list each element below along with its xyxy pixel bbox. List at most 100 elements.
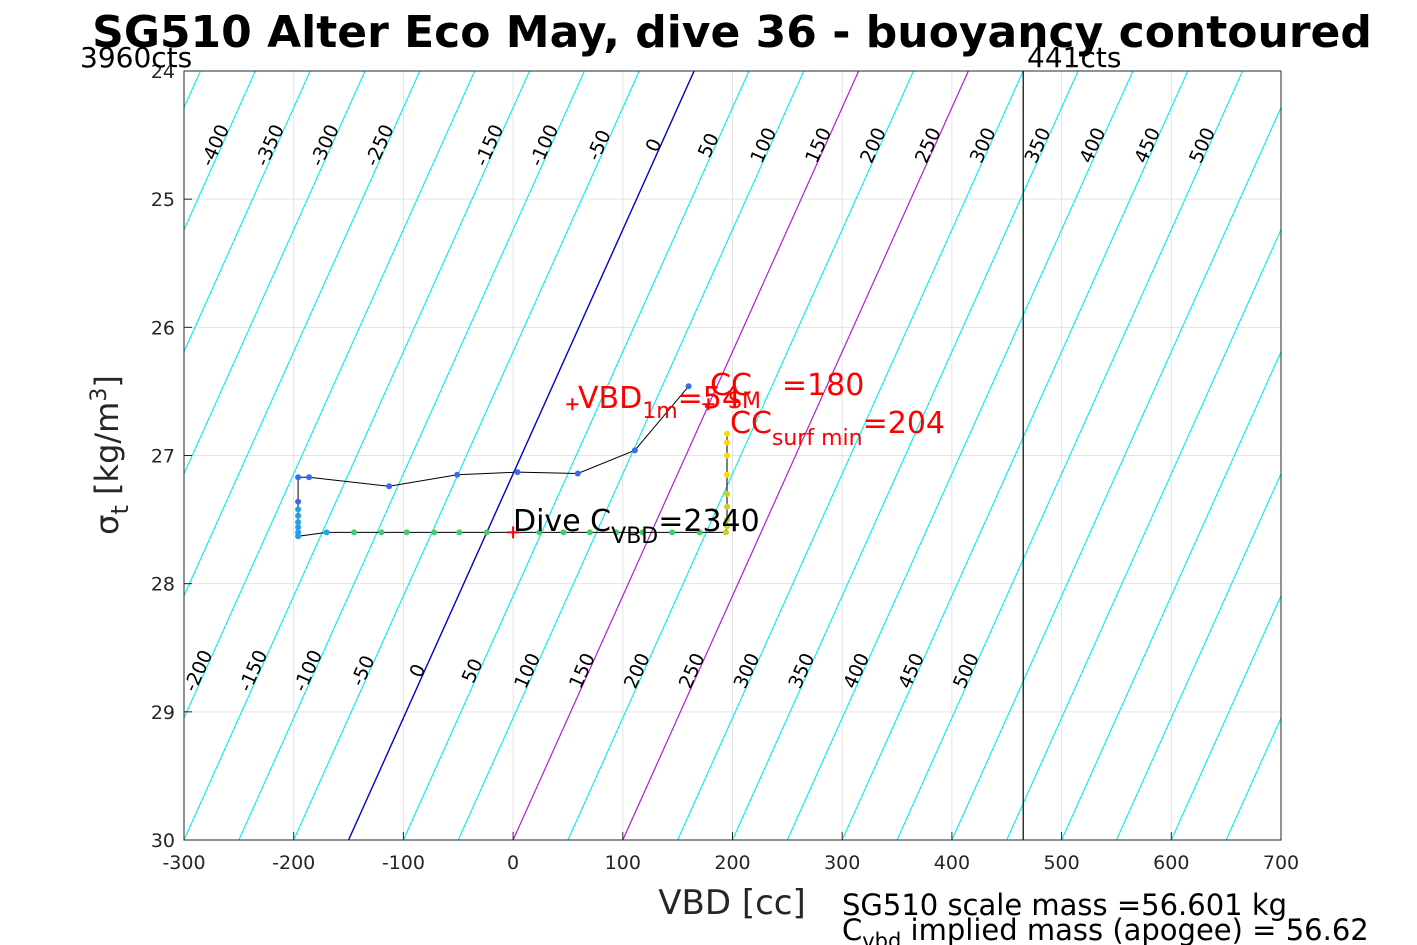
x-tick-label: 300 <box>824 852 860 874</box>
x-tick-label: 400 <box>934 852 970 874</box>
data-point <box>386 483 393 490</box>
x-tick-label: -300 <box>162 852 205 874</box>
counts-min-label: 3960cts <box>80 41 192 74</box>
dive-cvbd-annotation: Dive CVBD=2340 <box>513 504 760 549</box>
chart-title: SG510 Alter Eco May, dive 36 - buoyancy … <box>92 7 1372 58</box>
data-point <box>639 529 646 536</box>
contour-line <box>896 71 1244 840</box>
data-point <box>295 524 302 531</box>
vbd-1m-sub: 1m <box>642 399 677 424</box>
vbd-marker <box>566 398 579 411</box>
contour-line <box>457 71 805 840</box>
data-point <box>724 452 731 459</box>
x-axis-label: VBD [cc] <box>658 883 806 923</box>
dive-cvbd-label: Dive C <box>513 504 611 539</box>
y-axis-label-sup: 3 <box>87 388 112 402</box>
data-point <box>378 529 385 536</box>
data-point <box>536 529 543 536</box>
dive-series <box>295 383 731 540</box>
y-tick-label: 28 <box>151 574 175 596</box>
contour-line <box>1115 472 1281 840</box>
data-point <box>560 529 567 536</box>
cc-annotation: CC =180 <box>710 368 864 403</box>
vbd-marker <box>507 526 520 539</box>
dive-cvbd-value: =2340 <box>658 504 759 539</box>
vbd-sm-annotation: SM <box>728 389 761 414</box>
data-point <box>724 522 731 529</box>
data-point <box>295 512 302 519</box>
data-point <box>351 529 358 536</box>
x-tick-label: 0 <box>507 852 519 874</box>
cc-surf-sub: surf min <box>772 426 863 451</box>
cc-surf-value: =204 <box>863 406 945 441</box>
cc-value: =180 <box>782 368 864 403</box>
contour-line <box>184 71 311 354</box>
cc-surf-label: CC <box>730 406 772 441</box>
data-point <box>722 529 729 536</box>
contour-line <box>347 71 695 840</box>
y-tick-label: 26 <box>151 317 175 339</box>
contour-line <box>567 71 915 840</box>
implied-mass-prefix: C <box>842 913 862 945</box>
data-point <box>669 529 676 536</box>
x-tick-label: -100 <box>382 852 425 874</box>
x-tick-label: 100 <box>605 852 641 874</box>
data-point <box>696 529 703 536</box>
data-point <box>724 439 731 446</box>
cc-surf-annotation: CCsurf min=204 <box>730 406 945 451</box>
y-axis-label-close: ] <box>88 375 126 387</box>
x-tick-label: 700 <box>1263 852 1299 874</box>
contour-line <box>512 71 860 840</box>
cc-label: CC <box>710 368 752 403</box>
scale-mass-text: SG510 scale mass =56.601 kg <box>842 888 1287 922</box>
contour-line <box>184 71 256 232</box>
data-point <box>724 516 731 523</box>
contour-line <box>184 71 421 598</box>
contour-line <box>1170 594 1281 840</box>
data-point <box>456 529 463 536</box>
data-point <box>685 383 692 390</box>
data-point <box>306 474 313 481</box>
y-axis-label: σt [kg/m3] <box>87 375 134 535</box>
vbd-marker <box>702 398 715 411</box>
data-point <box>724 503 731 510</box>
contour-line <box>786 71 1134 840</box>
data-point <box>574 470 581 477</box>
contour-line <box>238 71 585 840</box>
data-point <box>295 519 302 526</box>
data-point <box>403 529 410 536</box>
data-point <box>613 529 620 536</box>
grid <box>184 71 1281 840</box>
data-point <box>431 529 438 536</box>
data-point <box>586 529 593 536</box>
contour-line <box>1006 228 1281 840</box>
implied-mass-sub: vbd <box>862 929 901 945</box>
x-tick-label: 600 <box>1153 852 1189 874</box>
contour-line <box>622 71 969 840</box>
y-tick-label: 29 <box>151 702 175 724</box>
vbd-1m-annotation: VBD1m=54 <box>578 381 741 424</box>
data-point <box>724 471 731 478</box>
y-axis-label-unit: [kg/m <box>88 402 126 505</box>
contour-line <box>677 71 1024 840</box>
vbd-markers <box>507 398 715 539</box>
data-point <box>514 469 521 476</box>
contour-line <box>731 71 1079 840</box>
implied-mass-rest: implied mass (apogee) = 56.62 <box>901 913 1368 945</box>
x-tick-label: 500 <box>1043 852 1079 874</box>
buoyancy-contours <box>184 71 1281 840</box>
x-tick-label: 200 <box>714 852 750 874</box>
vbd-1m-label: VBD <box>578 381 642 416</box>
dive-cvbd-sub: VBD <box>611 524 658 549</box>
data-point <box>631 447 638 454</box>
data-point <box>295 506 302 513</box>
data-point <box>323 529 330 536</box>
x-tick-label: -200 <box>272 852 315 874</box>
contour-line <box>841 71 1189 840</box>
counts-max-label: 441cts <box>1027 41 1121 74</box>
implied-mass-text: Cvbd implied mass (apogee) = 56.62 <box>842 913 1369 945</box>
contour-line <box>1061 350 1281 840</box>
contour-line <box>184 71 531 840</box>
contour-line <box>402 71 750 840</box>
